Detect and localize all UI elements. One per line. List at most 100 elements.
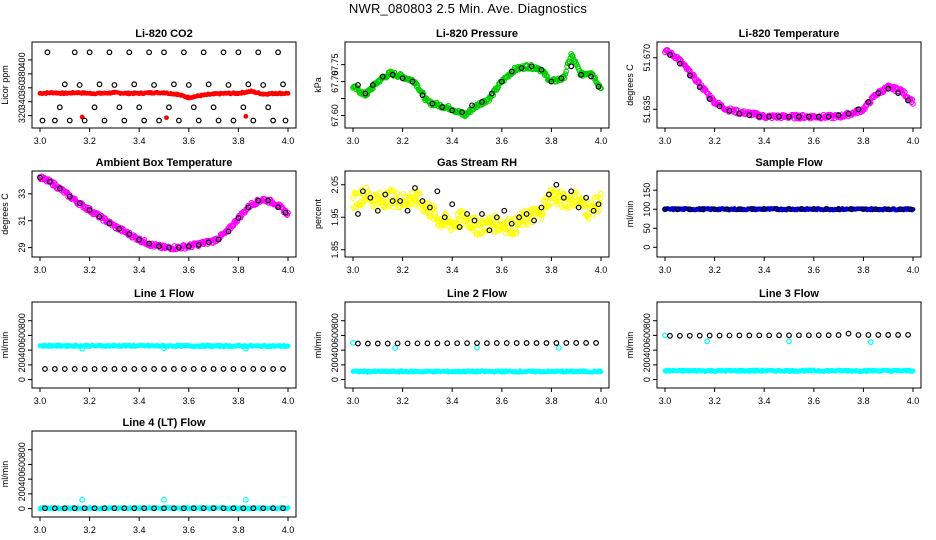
x-tick-label: 3.2 bbox=[708, 396, 721, 406]
x-tick-label: 3.6 bbox=[183, 265, 196, 275]
y-tick-label: 400 bbox=[17, 343, 27, 358]
data-point bbox=[895, 90, 902, 96]
data-point bbox=[469, 102, 475, 109]
x-tick-label: 3.2 bbox=[83, 525, 96, 535]
series-2 bbox=[79, 496, 249, 503]
y-tick-label: 200 bbox=[330, 357, 340, 372]
data-point bbox=[597, 195, 604, 202]
data-point bbox=[905, 97, 911, 104]
series-2 bbox=[355, 181, 602, 234]
data-point bbox=[225, 82, 232, 88]
data-point bbox=[397, 198, 404, 204]
data-point bbox=[210, 505, 217, 512]
data-point bbox=[200, 366, 207, 372]
plot-area bbox=[350, 51, 604, 120]
y-tick-label: 33 bbox=[17, 189, 27, 199]
data-point bbox=[667, 332, 673, 339]
data-point bbox=[91, 366, 98, 372]
data-point bbox=[275, 49, 281, 56]
data-point bbox=[786, 205, 792, 212]
data-point bbox=[250, 366, 257, 372]
y-tick-label: 600 bbox=[330, 328, 340, 343]
x-tick-label: 3.4 bbox=[758, 265, 771, 275]
data-point bbox=[171, 505, 177, 512]
data-point bbox=[756, 332, 763, 339]
data-point bbox=[175, 244, 182, 251]
data-point bbox=[404, 340, 411, 347]
y-tick-label: 380 bbox=[17, 66, 27, 81]
data-point bbox=[260, 366, 267, 372]
y-tick-label: 0 bbox=[642, 377, 652, 382]
data-point bbox=[175, 117, 182, 124]
data-point bbox=[280, 505, 286, 512]
plot-frame bbox=[656, 170, 922, 258]
data-point bbox=[350, 195, 356, 202]
data-point bbox=[360, 188, 366, 195]
chart-title: Gas Stream RH bbox=[437, 157, 517, 169]
data-point bbox=[662, 206, 668, 213]
data-point bbox=[42, 366, 48, 372]
data-point bbox=[200, 49, 207, 56]
data-point bbox=[362, 90, 369, 97]
data-point bbox=[905, 331, 911, 338]
data-point bbox=[865, 332, 872, 338]
data-point bbox=[464, 211, 470, 217]
data-point bbox=[582, 202, 588, 209]
y-axis-label: degrees C bbox=[0, 193, 10, 235]
data-point bbox=[131, 366, 138, 372]
data-point bbox=[86, 49, 93, 56]
y-axis-label: ml/min bbox=[625, 201, 635, 228]
data-point bbox=[285, 505, 291, 510]
data-point bbox=[786, 338, 792, 345]
data-point bbox=[897, 206, 904, 213]
x-tick-label: 3.8 bbox=[232, 396, 245, 406]
data-point bbox=[136, 104, 143, 111]
data-point bbox=[835, 112, 842, 119]
x-tick-label: 3.6 bbox=[808, 265, 821, 275]
x-tick-label: 3.2 bbox=[83, 265, 96, 275]
data-point bbox=[111, 366, 118, 372]
chart-title: Ambient Box Temperature bbox=[96, 157, 233, 169]
data-point bbox=[686, 72, 693, 79]
data-point bbox=[699, 206, 706, 213]
data-point bbox=[598, 190, 604, 197]
data-point bbox=[220, 505, 227, 512]
data-point bbox=[805, 113, 812, 120]
data-point bbox=[141, 505, 148, 512]
y-tick-label: 0 bbox=[330, 377, 340, 382]
data-point bbox=[384, 340, 391, 347]
data-point bbox=[419, 198, 426, 204]
data-point bbox=[498, 78, 505, 85]
series-1 bbox=[662, 367, 916, 374]
x-tick-label: 3.6 bbox=[183, 396, 196, 406]
data-point bbox=[161, 366, 167, 372]
data-point bbox=[662, 332, 668, 339]
data-point bbox=[445, 215, 452, 221]
data-point bbox=[432, 210, 439, 217]
data-point bbox=[910, 368, 916, 374]
data-point bbox=[242, 496, 249, 503]
data-point bbox=[835, 205, 842, 212]
data-point bbox=[488, 90, 495, 97]
data-point bbox=[146, 49, 153, 56]
data-point bbox=[568, 188, 575, 195]
x-tick-label: 3.4 bbox=[446, 265, 459, 275]
data-point bbox=[439, 104, 446, 110]
data-point bbox=[835, 332, 842, 338]
data-point bbox=[429, 100, 436, 107]
x-tick-label: 3.2 bbox=[708, 136, 721, 146]
data-point bbox=[282, 209, 289, 216]
data-point bbox=[225, 228, 232, 235]
data-point bbox=[166, 244, 172, 251]
data-point bbox=[419, 92, 426, 99]
data-point bbox=[575, 204, 582, 211]
data-point bbox=[414, 82, 421, 89]
data-point bbox=[444, 340, 451, 347]
data-point bbox=[101, 117, 108, 124]
plot-area bbox=[37, 173, 291, 253]
data-point bbox=[479, 99, 485, 105]
data-point bbox=[798, 205, 805, 212]
data-point bbox=[726, 332, 733, 339]
data-point bbox=[706, 96, 713, 102]
x-tick-label: 3.6 bbox=[496, 265, 509, 275]
